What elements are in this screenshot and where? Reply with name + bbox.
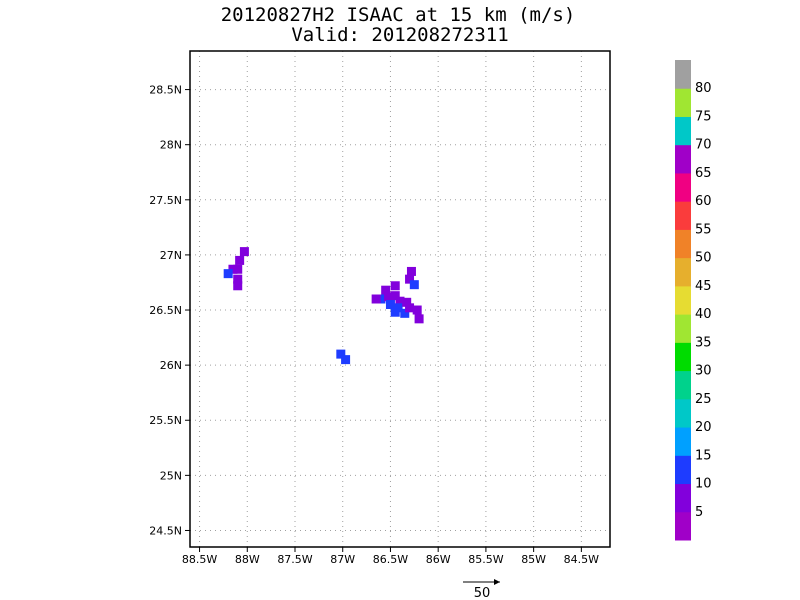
y-tick-label: 28N: [160, 139, 182, 152]
colorbar-swatch: [675, 483, 691, 513]
x-tick-label: 88W: [235, 553, 260, 566]
x-tick-label: 86.5W: [373, 553, 408, 566]
x-tick-label: 84.5W: [564, 553, 599, 566]
colorbar: 5 10 15 20 25 30 35 40 45 50 55 60 65 70 75 80: [675, 60, 712, 541]
x-tick-label: 85.5W: [468, 553, 503, 566]
colorbar-swatch: [675, 511, 691, 541]
wind-cell: [414, 314, 424, 324]
wind-cell: [336, 349, 346, 359]
colorbar-label: 15: [695, 448, 712, 463]
colorbar-label: 45: [695, 279, 712, 294]
colorbar-label: 50: [695, 251, 712, 266]
wind-cells: [223, 247, 424, 365]
x-tick-label: 88.5W: [182, 553, 217, 566]
wind-cell: [406, 266, 416, 276]
colorbar-swatch: [675, 144, 691, 174]
wind-cell: [400, 308, 410, 318]
chart-title: 20120827H2 ISAAC at 15 km (m/s): [220, 4, 576, 26]
x-tick-label: 85W: [521, 553, 546, 566]
colorbar-swatch: [675, 285, 691, 315]
x-axis: 88.5W 88W 87.5W 87W 86.5W 86W 85.5W 85W 84.5W: [182, 547, 599, 566]
wind-cell: [405, 303, 415, 313]
chart-subtitle: Valid: 201208272311: [291, 24, 509, 46]
colorbar-swatch: [675, 398, 691, 428]
y-tick-label: 26N: [160, 359, 182, 372]
colorbar-label: 30: [695, 364, 712, 379]
y-tick-label: 27.5N: [149, 194, 182, 207]
wind-cell: [223, 269, 233, 279]
reference-vector-arrowhead: [494, 579, 500, 585]
colorbar-swatch: [675, 229, 691, 259]
grid-lines: [190, 51, 610, 547]
colorbar-label: 55: [695, 222, 712, 237]
colorbar-swatch: [675, 314, 691, 343]
colorbar-label: 65: [695, 166, 712, 181]
wind-cell: [385, 300, 395, 310]
colorbar-swatch: [675, 427, 691, 456]
colorbar-label: 10: [695, 477, 712, 492]
colorbar-label: 80: [695, 81, 712, 96]
wind-cell: [390, 281, 400, 291]
colorbar-label: 5: [695, 505, 703, 520]
wind-cell: [235, 255, 245, 265]
x-tick-label: 87W: [330, 553, 355, 566]
wind-cell: [390, 291, 400, 301]
wind-cell: [233, 274, 243, 284]
colorbar-swatch: [675, 257, 691, 287]
colorbar-swatch: [675, 60, 691, 89]
y-tick-label: 24.5N: [149, 524, 182, 537]
colorbar-label: 20: [695, 420, 712, 435]
wind-cell: [233, 264, 243, 274]
colorbar-swatch: [675, 342, 691, 372]
wind-cell: [341, 355, 351, 365]
wind-cell: [239, 247, 249, 257]
y-tick-label: 28.5N: [149, 84, 182, 97]
reference-vector: 50: [463, 579, 500, 600]
plot-frame: [189, 50, 611, 548]
colorbar-label: 70: [695, 138, 712, 153]
colorbar-label: 60: [695, 194, 712, 209]
colorbar-swatch: [675, 201, 691, 230]
wind-cell: [233, 281, 243, 291]
reference-vector-label: 50: [474, 586, 491, 600]
colorbar-swatch: [675, 370, 691, 400]
wind-cell: [405, 274, 415, 284]
wind-cell: [390, 307, 400, 317]
colorbar-swatch: [675, 88, 691, 117]
wind-cell: [371, 294, 381, 304]
y-tick-label: 27N: [160, 249, 182, 262]
wind-cell: [409, 280, 419, 290]
colorbar-label: 40: [695, 307, 712, 322]
wind-cell: [395, 296, 405, 306]
y-tick-label: 26.5N: [149, 304, 182, 317]
wind-cell: [412, 305, 422, 315]
wind-cell: [384, 292, 394, 302]
x-tick-label: 86W: [426, 553, 451, 566]
colorbar-label: 25: [695, 392, 712, 407]
colorbar-swatch: [675, 172, 691, 202]
x-tick-label: 87.5W: [277, 553, 312, 566]
wind-cell: [381, 285, 391, 295]
y-tick-label: 25.5N: [149, 414, 182, 427]
y-axis: 24.5N 25N 25.5N 26N 26.5N 27N 27.5N 28N 28.5N: [149, 84, 190, 537]
colorbar-swatch: [675, 116, 691, 146]
colorbar-label: 35: [695, 335, 712, 350]
wind-cell: [402, 297, 412, 307]
y-tick-label: 25N: [160, 469, 182, 482]
wind-cell: [376, 294, 386, 304]
wind-cell: [228, 264, 238, 274]
colorbar-swatch: [675, 455, 691, 485]
colorbar-label: 75: [695, 109, 712, 124]
